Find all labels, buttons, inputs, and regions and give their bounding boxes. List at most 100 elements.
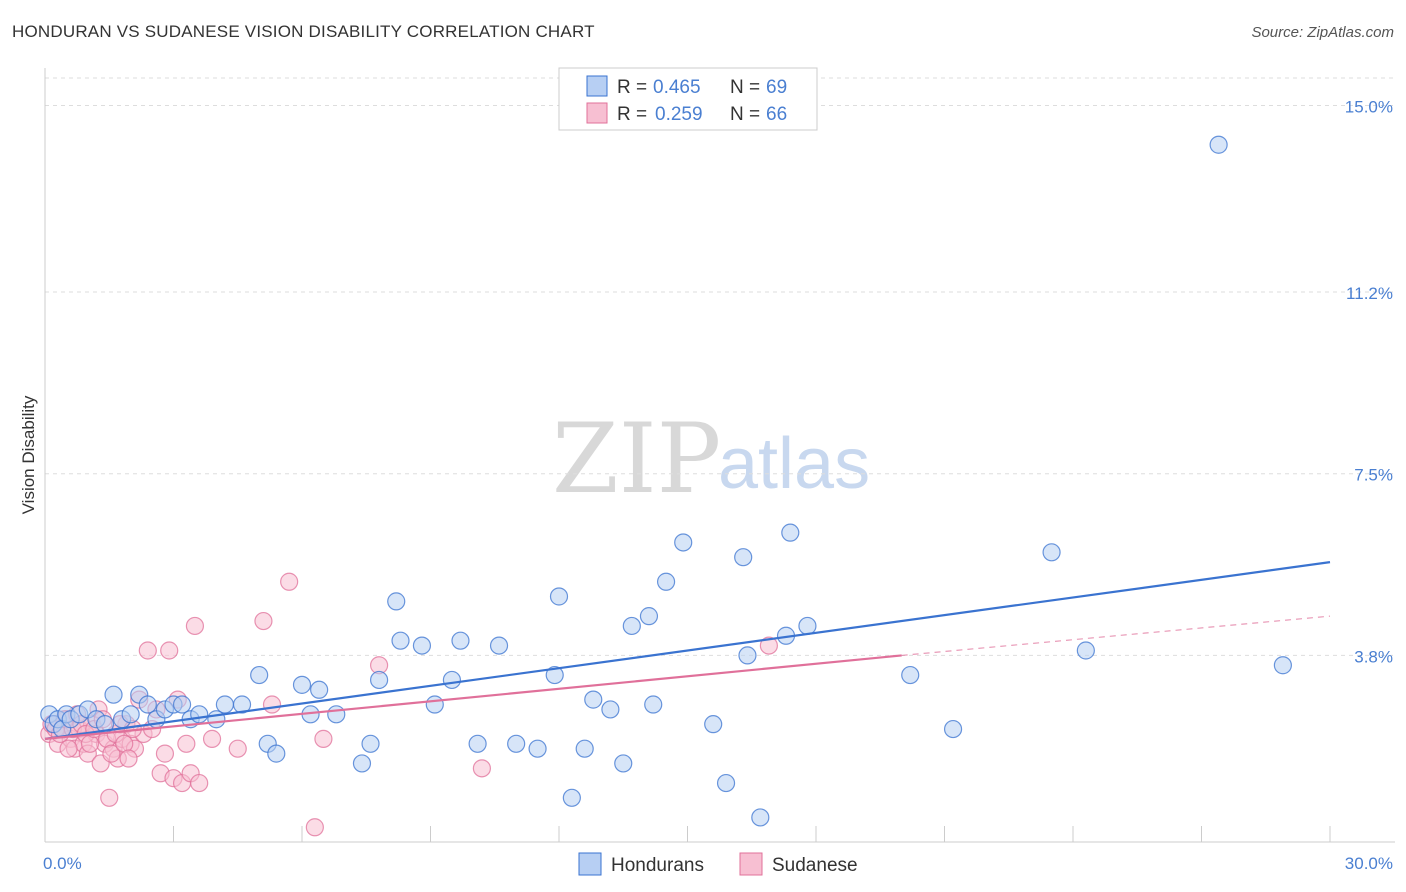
watermark-atlas: atlas bbox=[718, 424, 870, 504]
point-hondurans-26 bbox=[267, 744, 286, 763]
point-hondurans-24 bbox=[250, 665, 269, 685]
point-hondurans-46 bbox=[562, 788, 581, 807]
point-hondurans-60 bbox=[751, 808, 770, 827]
legend-r-label-sudanese: R = bbox=[617, 104, 647, 125]
point-hondurans-44 bbox=[545, 665, 564, 685]
point-hondurans-37 bbox=[425, 695, 444, 714]
point-hondurans-57 bbox=[716, 773, 736, 793]
point-hondurans-55 bbox=[674, 533, 693, 552]
point-hondurans-18 bbox=[172, 695, 192, 714]
point-hondurans-64 bbox=[901, 665, 920, 685]
point-hondurans-69 bbox=[1273, 656, 1292, 675]
point-hondurans-22 bbox=[215, 695, 234, 714]
point-hondurans-12 bbox=[121, 705, 140, 724]
legend-r-value-hondurans: 0.465 bbox=[653, 77, 701, 98]
point-hondurans-58 bbox=[734, 548, 753, 567]
watermark-zip: ZIP bbox=[552, 403, 721, 515]
point-sudanese-39 bbox=[262, 695, 282, 714]
point-hondurans-39 bbox=[451, 631, 470, 650]
legend-n-label-hondurans: N = bbox=[730, 77, 760, 98]
point-hondurans-38 bbox=[442, 670, 462, 690]
point-hondurans-33 bbox=[370, 670, 389, 690]
point-sudanese-42 bbox=[314, 729, 333, 748]
point-hondurans-47 bbox=[575, 739, 594, 758]
point-hondurans-34 bbox=[387, 592, 406, 611]
y-axis-label: Vision Disability bbox=[19, 395, 38, 514]
trend-line-hondurans bbox=[44, 561, 1331, 740]
point-sudanese-35 bbox=[190, 773, 209, 793]
point-hondurans-53 bbox=[644, 695, 663, 714]
point-hondurans-40 bbox=[468, 734, 487, 753]
point-hondurans-30 bbox=[327, 705, 346, 724]
series-hondurans bbox=[40, 135, 1292, 827]
point-hondurans-66 bbox=[1042, 543, 1061, 562]
bottom-legend-swatch-sudanese bbox=[739, 852, 763, 876]
point-hondurans-62 bbox=[781, 523, 800, 542]
legend-n-value-sudanese: 66 bbox=[766, 104, 787, 125]
point-hondurans-21 bbox=[207, 710, 226, 729]
axes bbox=[44, 68, 1395, 843]
point-hondurans-51 bbox=[622, 616, 641, 636]
legend-r-value-sudanese: 0.259 bbox=[655, 104, 703, 125]
legend-swatch-sudanese bbox=[586, 102, 608, 124]
point-sudanese-37 bbox=[228, 739, 247, 758]
point-hondurans-23 bbox=[232, 695, 252, 714]
point-sudanese-34 bbox=[185, 616, 205, 636]
point-hondurans-41 bbox=[489, 636, 509, 655]
trend-lines bbox=[44, 561, 1331, 740]
point-sudanese-27 bbox=[155, 744, 175, 763]
point-hondurans-63 bbox=[798, 616, 817, 636]
point-sudanese-38 bbox=[254, 611, 273, 631]
point-sudanese-41 bbox=[305, 818, 324, 837]
point-hondurans-20 bbox=[190, 705, 209, 724]
point-hondurans-49 bbox=[601, 700, 620, 719]
tick-labels: 3.8% 7.5% 11.2% 15.0% 0.0% 30.0% bbox=[43, 97, 1393, 873]
source-label: Source: ZipAtlas.com bbox=[1251, 24, 1394, 41]
point-sudanese-40 bbox=[280, 572, 299, 591]
point-hondurans-68 bbox=[1209, 135, 1228, 154]
x-tick-label-1: 30.0% bbox=[1345, 854, 1393, 873]
trend-line-sudanese bbox=[44, 654, 902, 740]
point-sudanese-32 bbox=[177, 734, 196, 753]
legend: R = 0.465 N = 69 R = 0.259 N = 66 bbox=[558, 67, 818, 131]
legend-n-value-hondurans: 69 bbox=[766, 77, 787, 98]
point-hondurans-36 bbox=[412, 636, 432, 655]
point-hondurans-35 bbox=[391, 631, 410, 650]
point-hondurans-48 bbox=[584, 690, 603, 709]
y-tick-label-1: 7.5% bbox=[1354, 466, 1393, 485]
point-hondurans-59 bbox=[738, 646, 757, 665]
point-hondurans-67 bbox=[1076, 641, 1095, 660]
point-sudanese-28 bbox=[160, 641, 179, 660]
trend-line-sudanese-extension bbox=[901, 615, 1331, 657]
point-hondurans-32 bbox=[361, 734, 380, 753]
chart-title: HONDURAN VS SUDANESE VISION DISABILITY C… bbox=[12, 22, 595, 41]
point-hondurans-56 bbox=[704, 715, 723, 734]
point-sudanese-45 bbox=[759, 636, 778, 655]
point-sudanese-44 bbox=[472, 759, 491, 778]
point-sudanese-64 bbox=[119, 749, 138, 768]
point-hondurans-31 bbox=[352, 754, 372, 773]
point-hondurans-14 bbox=[138, 695, 157, 714]
point-hondurans-50 bbox=[614, 754, 633, 773]
y-tick-label-2: 11.2% bbox=[1346, 284, 1393, 303]
point-sudanese-14 bbox=[100, 788, 119, 807]
bottom-legend: Hondurans Sudanese bbox=[578, 852, 858, 876]
legend-n-label-sudanese: N = bbox=[730, 104, 760, 125]
legend-r-label-hondurans: R = bbox=[617, 77, 647, 98]
point-hondurans-45 bbox=[549, 587, 569, 606]
point-hondurans-52 bbox=[639, 607, 659, 626]
point-hondurans-42 bbox=[507, 734, 526, 753]
gridlines bbox=[45, 77, 1395, 656]
point-sudanese-36 bbox=[202, 729, 222, 748]
point-hondurans-27 bbox=[292, 675, 312, 694]
x-tick-label-0: 0.0% bbox=[43, 854, 82, 873]
point-hondurans-54 bbox=[656, 572, 676, 591]
bottom-legend-label-hondurans: Hondurans bbox=[611, 855, 704, 876]
bottom-legend-swatch-hondurans bbox=[578, 852, 602, 876]
y-tick-label-0: 3.8% bbox=[1354, 647, 1393, 666]
bottom-legend-label-sudanese: Sudanese bbox=[772, 855, 858, 876]
y-tick-label-3: 15.0% bbox=[1345, 97, 1393, 116]
point-hondurans-65 bbox=[943, 719, 963, 739]
point-sudanese-23 bbox=[138, 641, 157, 660]
